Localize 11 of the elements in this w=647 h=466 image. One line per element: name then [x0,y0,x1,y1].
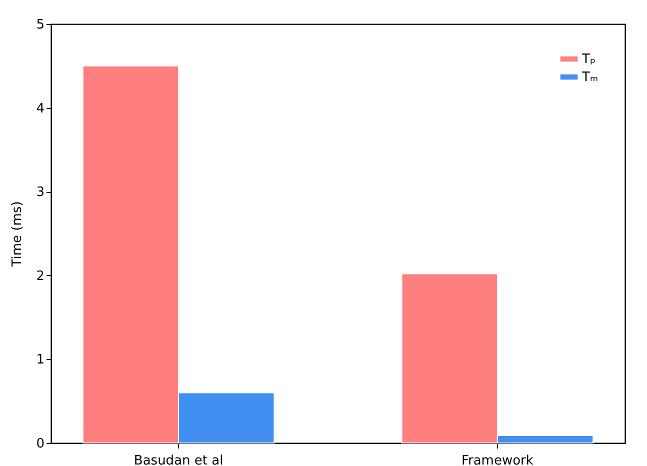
x-tick-label: Basudan et al [134,454,224,466]
y-tick-label: 2 [36,268,44,284]
y-tick-label: 3 [36,185,44,200]
legend-label: Tₚ [581,52,596,67]
y-tick-label: 1 [36,352,44,368]
x-tick-label: Framework [461,454,534,466]
y-tick-label: 4 [36,101,44,116]
y-tick-label: 0 [36,436,44,452]
y-tick-label: 5 [36,18,44,32]
legend-label: Tₘ [581,70,598,85]
y-axis-title: Time (ms) [10,201,26,268]
